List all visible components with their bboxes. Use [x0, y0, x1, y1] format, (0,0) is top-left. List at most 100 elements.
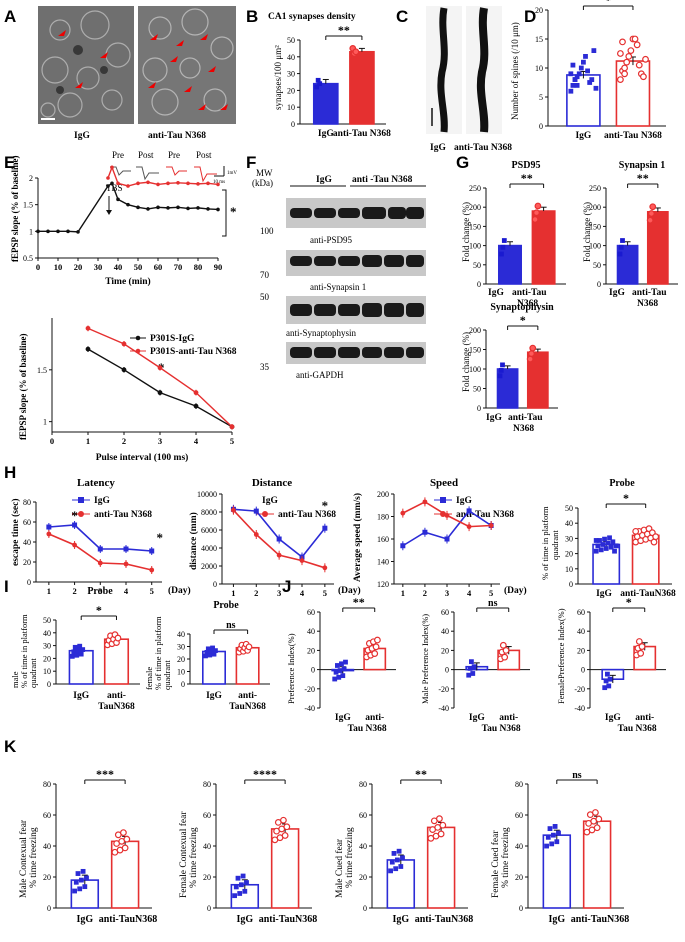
title-G3: Synaptophysin — [490, 302, 554, 313]
chart-H2-xtick-label: 1 — [231, 588, 235, 598]
chart-D-ytick-label: 5 — [539, 93, 543, 102]
chart-K3-ytick-label: 0 — [363, 904, 367, 913]
point-J2-1 — [501, 653, 509, 661]
point-D-0 — [587, 80, 593, 85]
chart-H4-ytick-label: 40 — [565, 519, 573, 528]
chart-J2-ytick-label: 60 — [441, 608, 449, 617]
panel-a-images: IgG anti-Tau N368 — [38, 6, 236, 141]
point-D-0 — [591, 48, 597, 53]
marker-H2-1 — [231, 507, 236, 513]
point-H4-0 — [608, 544, 614, 550]
chart-K4-ytick-label: 0 — [519, 904, 523, 913]
marker-E1-0 — [216, 207, 220, 212]
point-H4-1 — [632, 527, 640, 535]
point-K2-1 — [283, 823, 291, 831]
k4-xlabel-igg: IgG — [548, 914, 565, 925]
marker-E2-1 — [229, 424, 235, 430]
xlabel-B-1: anti-Tau N368 — [333, 129, 391, 139]
k4-ylabel: Female Cued fear — [490, 830, 501, 898]
chart-H3-xtick-label: 4 — [467, 588, 472, 598]
marker-100: 100 — [260, 226, 274, 236]
legend-h3-anti: anti-Tau N368 — [456, 510, 514, 520]
k2-xlabel-anti: anti-TauN368 — [259, 914, 318, 925]
chart-I1: 0 10 20 30 40 50 * — [43, 603, 140, 689]
point-D-1 — [623, 58, 631, 66]
panel-b-title: CA1 synapses density — [268, 12, 356, 22]
chart-H2-xtick-label: 4 — [300, 588, 305, 598]
point-J1-1 — [371, 650, 379, 657]
chart-G1-ytick-label: 0 — [477, 280, 481, 289]
point-G3-0 — [498, 367, 504, 373]
g1-label-anti: anti-Tau — [512, 288, 547, 298]
chart-H2-ytick-label: 10000 — [197, 490, 217, 499]
chart-H1-xtick-label: 5 — [150, 586, 154, 596]
point-K1-0 — [77, 886, 83, 892]
marker-E1-0 — [76, 230, 80, 234]
j3-xlabel-anti: anti- — [635, 713, 654, 723]
bar-G2-0 — [616, 244, 639, 285]
sig-J3: * — [626, 595, 632, 609]
legend-h2-igg-text: IgG — [262, 496, 278, 506]
i1-ylabel-1: % of time in platform — [19, 614, 29, 688]
chart-J2-ytick-label: -20 — [438, 685, 449, 694]
chart-H2: 0 2000 4000 6000 8000 10000 1 2 3 4 5 Distance dista… — [188, 477, 334, 598]
j2-xlabel-igg: IgG — [469, 713, 485, 723]
chart-J2-ytick-label: 20 — [441, 646, 449, 655]
point-I1-0 — [71, 649, 77, 655]
trace-label-pre-igg: Pre — [112, 150, 124, 160]
point-I2-0 — [210, 645, 215, 651]
point-K1-0 — [84, 875, 89, 881]
panel-c-images: IgG anti-Tau N368 — [426, 6, 512, 153]
point-D-0 — [568, 88, 574, 94]
point-D-1 — [635, 61, 643, 69]
panel-e-sig: * — [230, 204, 237, 219]
chart-H1: 0 20 40 60 80 1 2 3 4 5 Latency escape time (sec) * * — [10, 477, 163, 596]
marker-H1-0 — [72, 522, 78, 528]
chart-H2-ytick-label: 2000 — [201, 562, 217, 571]
point-K4-0 — [545, 834, 551, 840]
g3-ylabel: Fold change (%) — [461, 332, 471, 392]
panel-label-i: I — [4, 577, 9, 596]
chart-H3-xtick-label: 2 — [423, 588, 427, 598]
point-K3-0 — [394, 857, 400, 863]
point-K3-0 — [396, 848, 402, 854]
chart-G3-ytick-label: 0 — [477, 404, 481, 413]
panel-f-blots: MW (kDa) IgG anti -Tau N368 anti-PSD95 1… — [252, 168, 426, 380]
band-label-psd95: anti-PSD95 — [310, 235, 353, 245]
chart-K2-ytick-label: 80 — [203, 780, 211, 789]
point-I2-0 — [211, 651, 217, 657]
j1-xlabel-igg: IgG — [335, 713, 351, 723]
point-J1-0 — [337, 668, 343, 673]
marker-E1-1 — [110, 165, 114, 170]
chart-J3-ytick-label: 60 — [577, 608, 585, 617]
day-label-h1: (Day) — [168, 585, 191, 596]
marker-H1-1 — [97, 560, 103, 566]
point-H4-0 — [607, 535, 612, 541]
point-G1-1 — [533, 209, 540, 217]
day-label-h3: (Day) — [504, 585, 527, 596]
marker-E2-1 — [121, 341, 127, 347]
marker-E1-1 — [206, 181, 210, 186]
point-D-0 — [574, 83, 580, 88]
h1-sig-day5: * — [156, 530, 163, 545]
chart-H4-ytick-label: 10 — [565, 565, 573, 574]
point-H4-1 — [650, 538, 658, 546]
panel-e-legend: P301S-IgG P301S-anti-Tau N368 * — [130, 334, 237, 375]
point-K2-0 — [233, 884, 239, 890]
chart-H3-xtick-label: 1 — [401, 588, 405, 598]
point-K2-0 — [232, 893, 237, 899]
marker-E2-1 — [193, 390, 199, 396]
point-K1-0 — [75, 871, 81, 876]
point-D-0 — [570, 62, 576, 68]
chart-I1-ytick-label: 50 — [43, 616, 51, 625]
point-G2-1 — [648, 210, 655, 217]
k4-xlabel-anti: anti-TauN368 — [571, 914, 630, 925]
point-K3-0 — [398, 864, 404, 869]
point-H4-0 — [595, 543, 601, 549]
e1-xlabel: Time (min) — [105, 276, 150, 287]
marker-E1-0 — [106, 184, 110, 188]
point-D-0 — [583, 54, 588, 59]
chart-H1-ytick-label: 80 — [23, 498, 31, 507]
j3-xlabel-n368: Tau N368 — [618, 724, 657, 734]
chart-E1-xtick-label: 90 — [214, 262, 223, 272]
